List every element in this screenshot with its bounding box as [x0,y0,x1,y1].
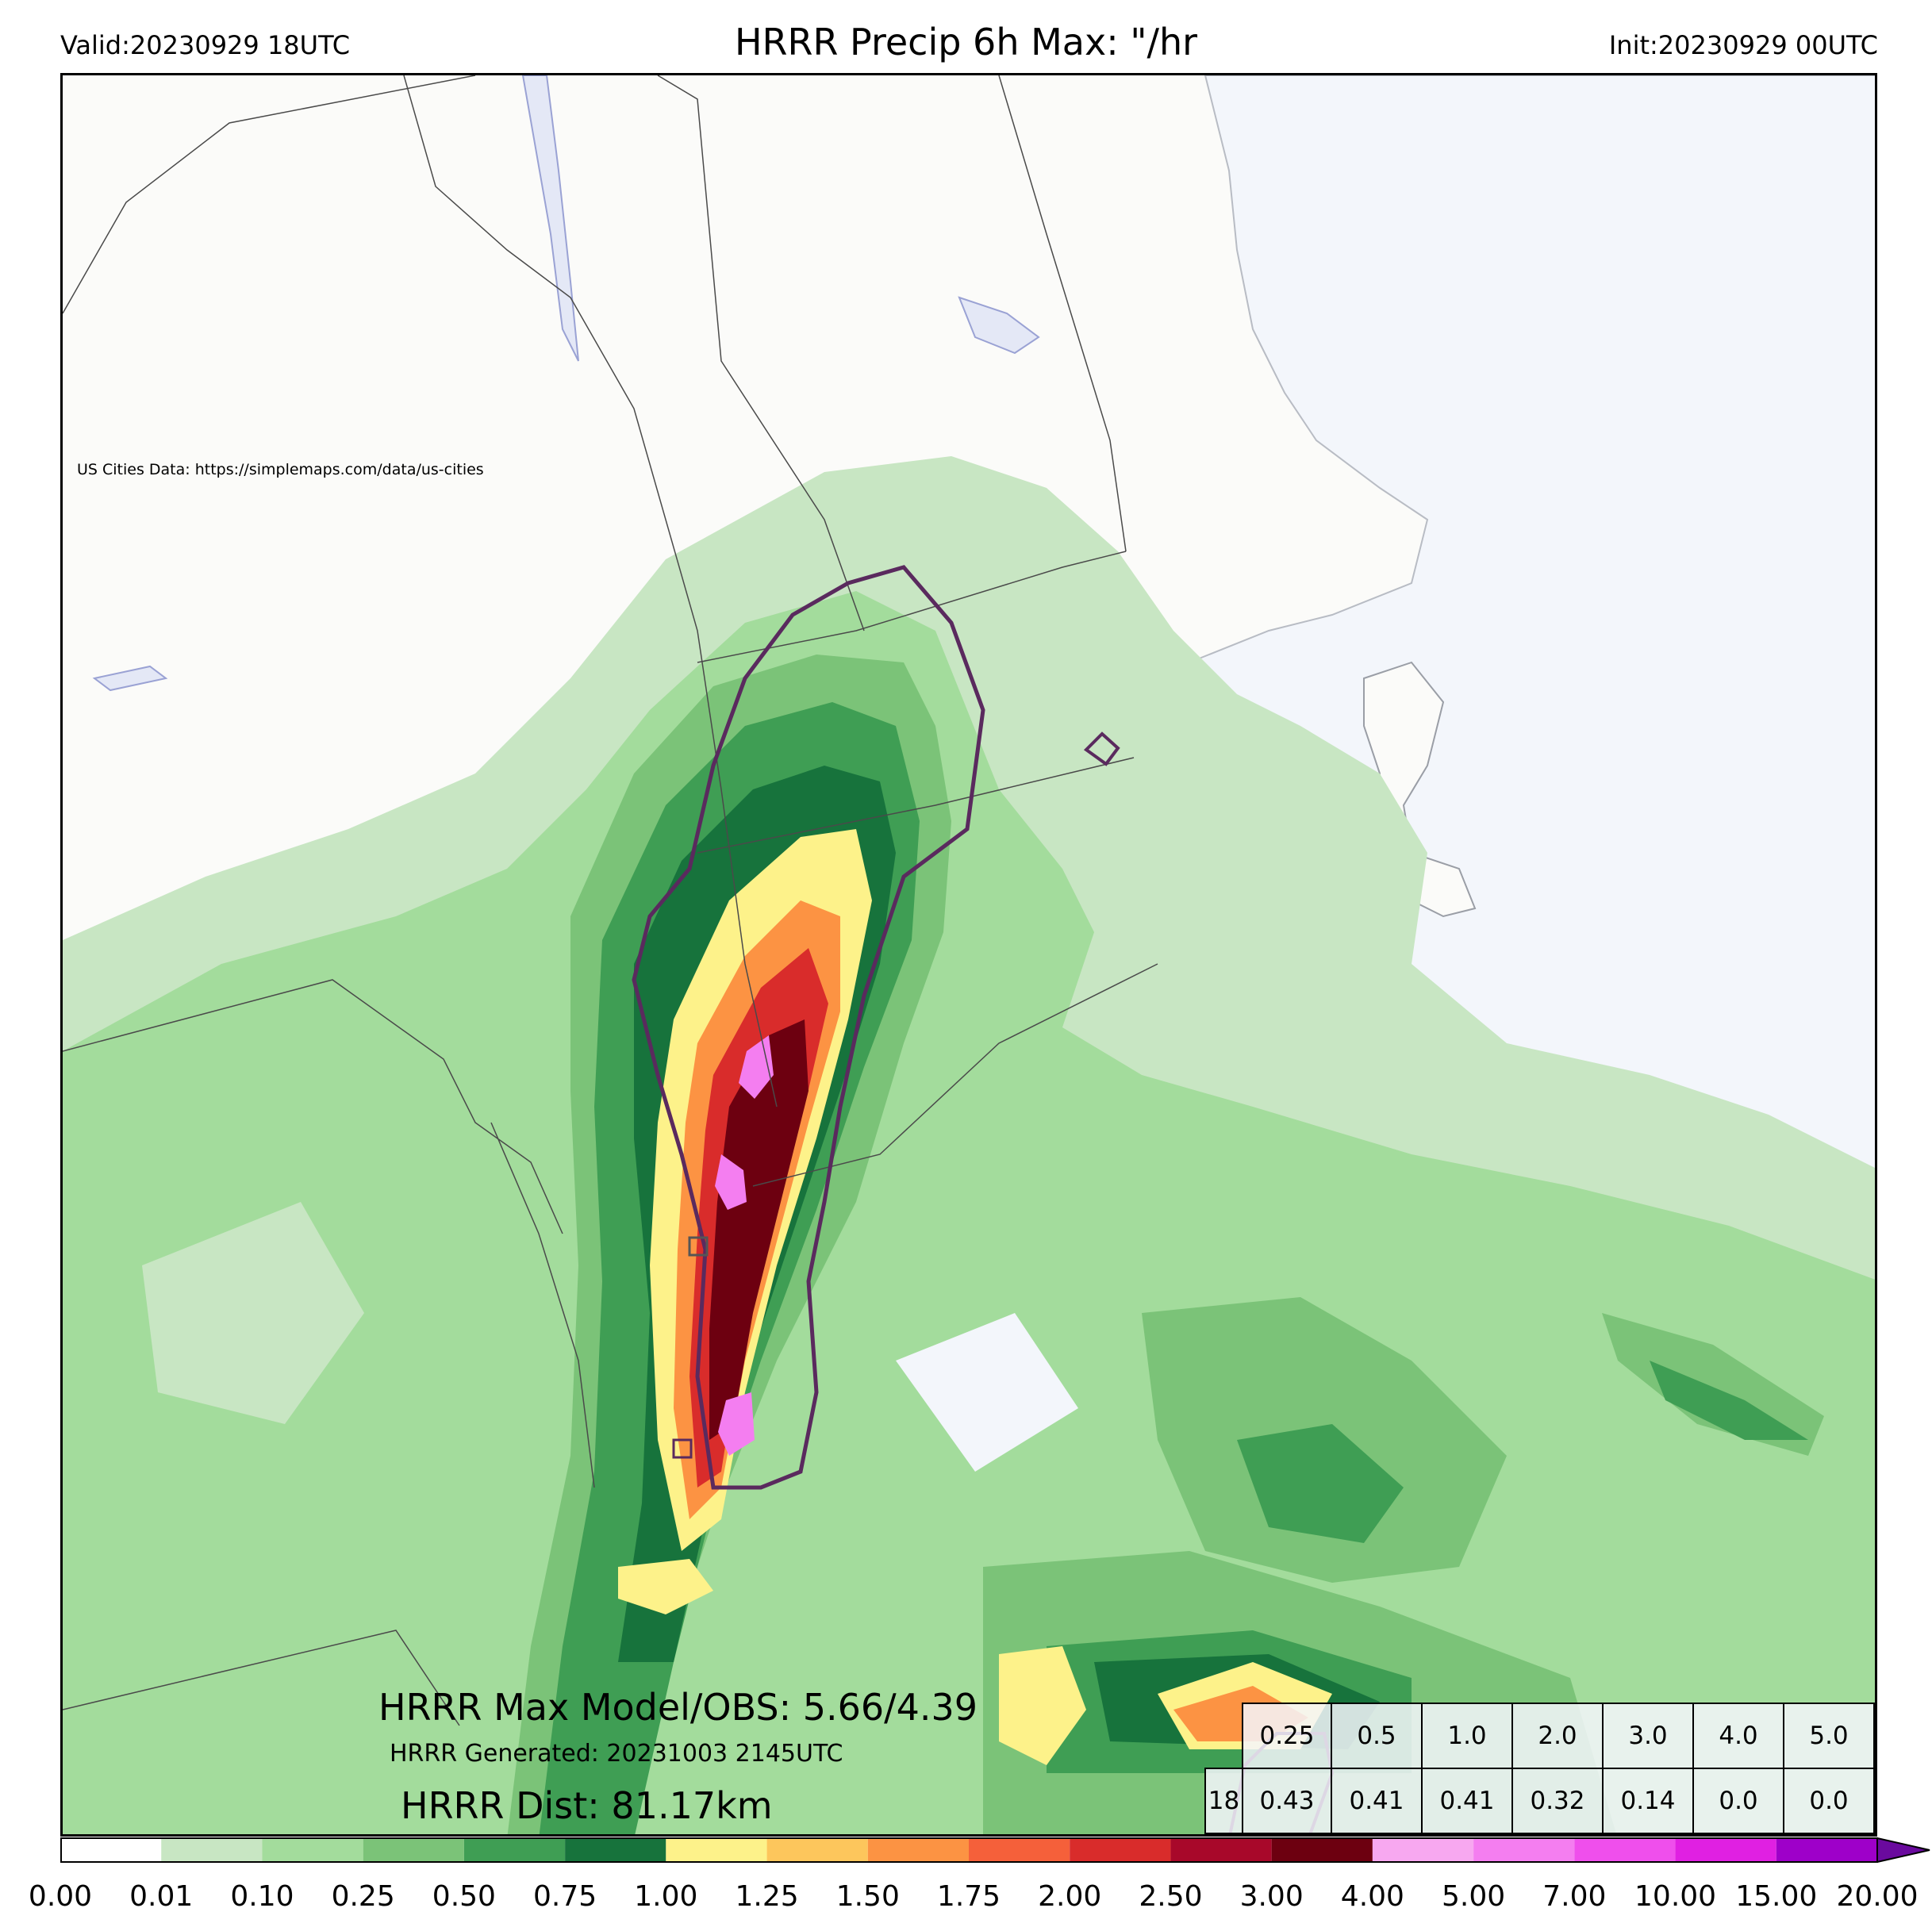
colorbar-tick-label: 20.00 [1836,1880,1919,1913]
colorbar-tick-label: 10.00 [1634,1880,1717,1913]
threshold-cell: 3.0 [1602,1703,1694,1769]
colorbar-segment [666,1838,767,1862]
colorbar-tick-label: 5.00 [1442,1880,1506,1913]
threshold-cell: 0.5 [1331,1703,1423,1769]
colorbar-segment [1776,1838,1877,1862]
colorbar-tick-label: 0.00 [28,1880,93,1913]
value-cell: 0.43 [1242,1768,1332,1834]
value-cell: 0.0 [1783,1768,1875,1834]
colorbar-tick-label: 1.00 [634,1880,698,1913]
colorbar-tick-label: 0.25 [331,1880,395,1913]
row-label-cell: 18 [1204,1768,1243,1834]
inland-lake [958,296,1040,355]
precip-field-4.00 [715,1035,774,1456]
colorbar-segment [1372,1838,1474,1862]
generated-label: HRRR Generated: 20231003 2145UTC [390,1740,843,1768]
value-cell: 0.0 [1692,1768,1784,1834]
colorbar-tick-label: 0.50 [432,1880,496,1913]
inland-lake-2 [92,665,168,692]
colorbar [60,1837,1930,1863]
precip-field-3.00 [709,1019,809,1440]
colorbar-segment [867,1838,969,1862]
colorbar-tick-label: 4.00 [1340,1880,1404,1913]
observed-contour-small [1083,731,1120,766]
colorbar-tick-label: 0.01 [129,1880,194,1913]
colorbar-segment [1271,1838,1373,1862]
colorbar-tick-label: 2.00 [1038,1880,1102,1913]
colorbar-tick-label: 1.50 [835,1880,900,1913]
colorbar-segment [1070,1838,1171,1862]
state-boundaries [63,75,1158,1726]
colorbar-tick-label: 15.00 [1735,1880,1818,1913]
colorbar-segment [766,1838,868,1862]
init-time: Init:20230929 00UTC [1608,30,1878,60]
colorbar-tick-label: 3.00 [1239,1880,1304,1913]
value-cell: 0.41 [1421,1768,1513,1834]
data-credit: US Cities Data: https://simplemaps.com/d… [77,461,484,478]
threshold-cell: 5.0 [1783,1703,1875,1769]
colorbar-segment [363,1838,464,1862]
colorbar-segment [262,1838,363,1862]
colorbar-tick-label: 1.25 [735,1880,799,1913]
threshold-cell: 2.0 [1511,1703,1604,1769]
colorbar-outline [60,1837,1878,1863]
colorbar-tick-label: 2.50 [1139,1880,1203,1913]
observed-contour [632,565,985,1490]
colorbar-segment [1473,1838,1575,1862]
obs-marker [688,1236,709,1257]
value-cell: 0.32 [1511,1768,1604,1834]
precip-map [63,75,1875,1834]
colorbar-tick-label: 1.75 [936,1880,1001,1913]
value-cell: 0.41 [1331,1768,1423,1834]
colorbar-tick-label: 0.75 [533,1880,597,1913]
colorbar-segment [969,1838,1070,1862]
colorbar-segment [565,1838,666,1862]
map-panel: US Cities Data: https://simplemaps.com/d… [60,73,1877,1837]
colorbar-segment [1675,1838,1776,1862]
colorbar-segment [161,1838,263,1862]
stats-table: 0.25 0.5 1.0 2.0 3.0 4.0 5.0 18 0.43 0.4… [1204,1703,1875,1834]
colorbar-tick-label: 7.00 [1542,1880,1607,1913]
valid-time: Valid:20230929 18UTC [60,30,351,60]
colorbar-extend-arrow [1876,1837,1930,1863]
colorbar-tick-label: 0.10 [230,1880,294,1913]
colorbar-segment [463,1838,566,1862]
threshold-cell: 4.0 [1692,1703,1784,1769]
distance-label: HRRR Dist: 81.17km [401,1784,773,1827]
value-cell: 0.14 [1602,1768,1694,1834]
threshold-cell: 0.25 [1242,1703,1332,1769]
model-max-marker [672,1438,693,1459]
lake-champlain [521,75,579,362]
chart-title: HRRR Precip 6h Max: "/hr [734,21,1198,63]
colorbar-segment [60,1838,162,1862]
colorbar-segment [1170,1838,1272,1862]
threshold-cell: 1.0 [1421,1703,1513,1769]
colorbar-segment [1574,1838,1676,1862]
max-model-obs-label: HRRR Max Model/OBS: 5.66/4.39 [378,1686,978,1729]
